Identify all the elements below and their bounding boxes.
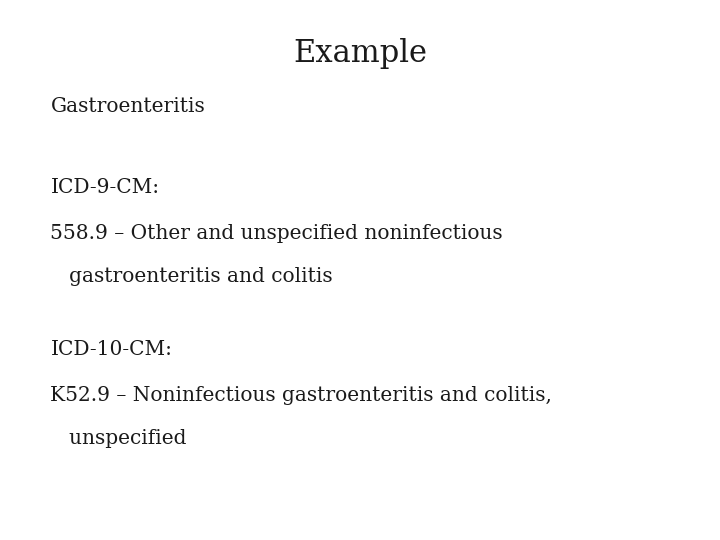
Text: ICD-9-CM:: ICD-9-CM: bbox=[50, 178, 160, 197]
Text: K52.9 – Noninfectious gastroenteritis and colitis,: K52.9 – Noninfectious gastroenteritis an… bbox=[50, 386, 552, 405]
Text: gastroenteritis and colitis: gastroenteritis and colitis bbox=[50, 267, 333, 286]
Text: unspecified: unspecified bbox=[50, 429, 187, 448]
Text: Example: Example bbox=[293, 38, 427, 69]
Text: 558.9 – Other and unspecified noninfectious: 558.9 – Other and unspecified noninfecti… bbox=[50, 224, 503, 243]
Text: ICD-10-CM:: ICD-10-CM: bbox=[50, 340, 172, 359]
Text: Gastroenteritis: Gastroenteritis bbox=[50, 97, 205, 116]
